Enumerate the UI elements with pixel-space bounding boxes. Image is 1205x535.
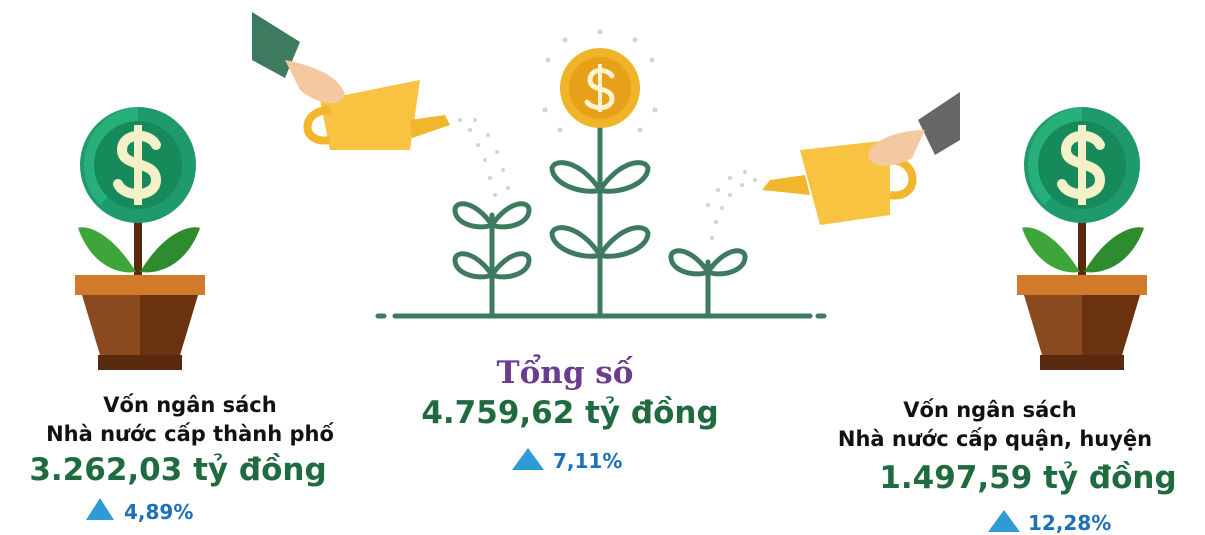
center-value: 4.759,62 tỷ đồng bbox=[421, 395, 718, 431]
left-watering-can bbox=[252, 12, 510, 197]
right-subtitle: Nhà nước cấp quận, huyện bbox=[838, 427, 1152, 451]
infographic: Vốn ngân sách Nhà nước cấp thành phố 3.2… bbox=[0, 0, 1205, 534]
left-subtitle: Nhà nước cấp thành phố bbox=[46, 422, 334, 446]
central-garden bbox=[378, 128, 824, 316]
up-arrow bbox=[988, 510, 1020, 532]
center-change: 7,11% bbox=[553, 449, 622, 473]
up-arrow bbox=[512, 448, 544, 470]
gold-coin bbox=[543, 30, 658, 133]
right-plant bbox=[1017, 107, 1147, 370]
left-value: 3.262,03 tỷ đồng bbox=[29, 452, 326, 488]
right-value: 1.497,59 tỷ đồng bbox=[879, 460, 1176, 496]
right-title: Vốn ngân sách bbox=[903, 398, 1076, 422]
center-title: Tổng số bbox=[497, 355, 634, 391]
right-change: 12,28% bbox=[1028, 511, 1111, 535]
left-title: Vốn ngân sách bbox=[103, 393, 276, 417]
left-change: 4,89% bbox=[124, 500, 193, 524]
right-watering-can bbox=[706, 92, 960, 240]
up-arrow bbox=[86, 498, 114, 520]
left-plant bbox=[75, 107, 205, 370]
